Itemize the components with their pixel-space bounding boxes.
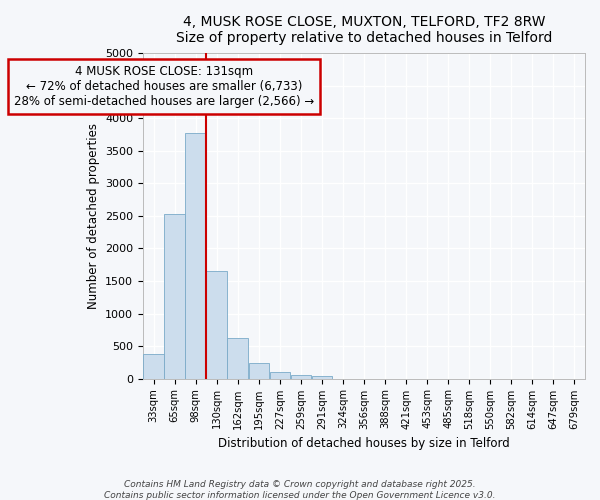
Text: Contains HM Land Registry data © Crown copyright and database right 2025.
Contai: Contains HM Land Registry data © Crown c…	[104, 480, 496, 500]
Bar	[311, 376, 332, 378]
Bar	[269, 372, 290, 378]
Title: 4, MUSK ROSE CLOSE, MUXTON, TELFORD, TF2 8RW
Size of property relative to detach: 4, MUSK ROSE CLOSE, MUXTON, TELFORD, TF2…	[176, 15, 552, 45]
Bar	[143, 354, 164, 378]
X-axis label: Distribution of detached houses by size in Telford: Distribution of detached houses by size …	[218, 437, 510, 450]
Bar	[227, 338, 248, 378]
Bar	[290, 374, 311, 378]
Bar	[248, 363, 269, 378]
Y-axis label: Number of detached properties: Number of detached properties	[86, 123, 100, 309]
Bar	[164, 214, 185, 378]
Bar	[185, 132, 206, 378]
Text: 4 MUSK ROSE CLOSE: 131sqm
← 72% of detached houses are smaller (6,733)
28% of se: 4 MUSK ROSE CLOSE: 131sqm ← 72% of detac…	[14, 65, 314, 108]
Bar	[206, 271, 227, 378]
